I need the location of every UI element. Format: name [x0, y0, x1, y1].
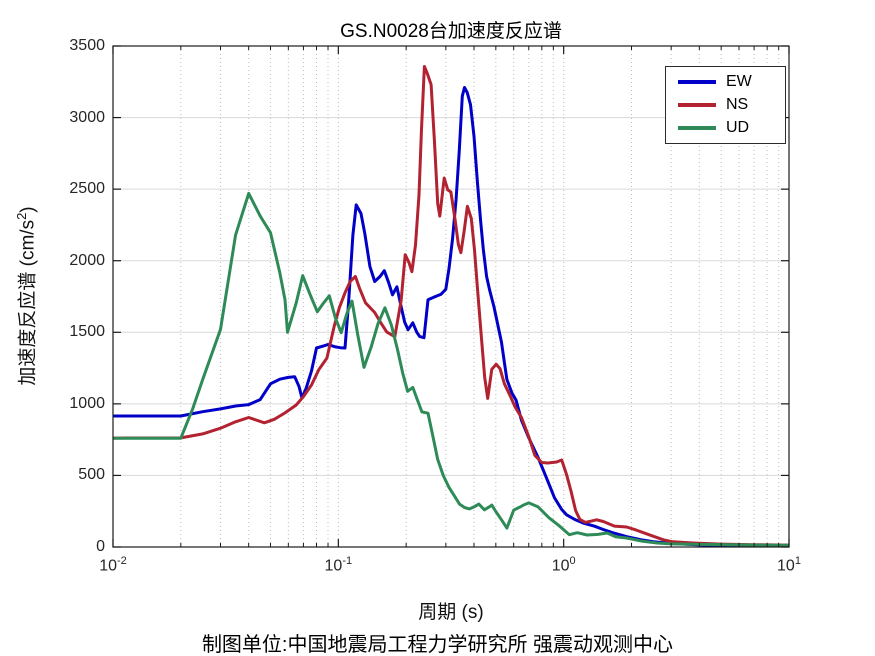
axes-box	[112, 45, 790, 548]
legend-label-EW: EW	[726, 72, 752, 90]
y-axis-label-superscript: 2	[14, 212, 30, 220]
legend-item-UD: UD	[666, 117, 785, 139]
y-tick-label-3500: 3500	[69, 37, 105, 54]
legend-line-EW	[678, 79, 716, 84]
legend-line-NS	[678, 102, 716, 107]
y-axis-label-text: 加速度反应谱 (cm/s	[17, 219, 39, 386]
caption-credit: 制图单位:中国地震局工程力学研究所 强震动观测中心	[201, 634, 674, 656]
x-axis-label: 周期 (s)	[418, 602, 484, 623]
x-tick-label-10e-2: 10-2	[99, 555, 127, 575]
y-axis-label: 加速度反应谱 (cm/s2)	[13, 206, 40, 385]
y-tick-label-1000: 1000	[69, 394, 105, 412]
x-tick-label-10e1: 101	[777, 555, 801, 575]
y-tick-label-1500: 1500	[69, 323, 105, 341]
y-tick-label-2500: 2500	[69, 180, 105, 198]
y-tick-label-500: 500	[78, 466, 105, 484]
x-tick-label-10e0: 100	[551, 555, 576, 575]
legend-item-NS: NS	[666, 94, 785, 116]
legend-box: EW NS UD	[665, 66, 786, 144]
x-tick-label-10e-1: 10-1	[324, 555, 353, 575]
y-tick-label-2000: 2000	[69, 251, 105, 269]
y-axis-label-close: )	[17, 206, 39, 213]
legend-label-UD: UD	[726, 119, 750, 137]
series-line-NS	[113, 65, 789, 547]
y-tick-label-0: 0	[96, 538, 105, 555]
legend-item-EW: EW	[666, 71, 785, 93]
legend-label-NS: NS	[726, 95, 749, 113]
series-line-EW	[113, 86, 789, 547]
chart-title: GS.N0028台加速度反应谱	[340, 21, 562, 42]
legend-line-UD	[678, 126, 716, 131]
series-line-UD	[113, 191, 789, 547]
y-tick-label-3000: 3000	[69, 108, 105, 126]
